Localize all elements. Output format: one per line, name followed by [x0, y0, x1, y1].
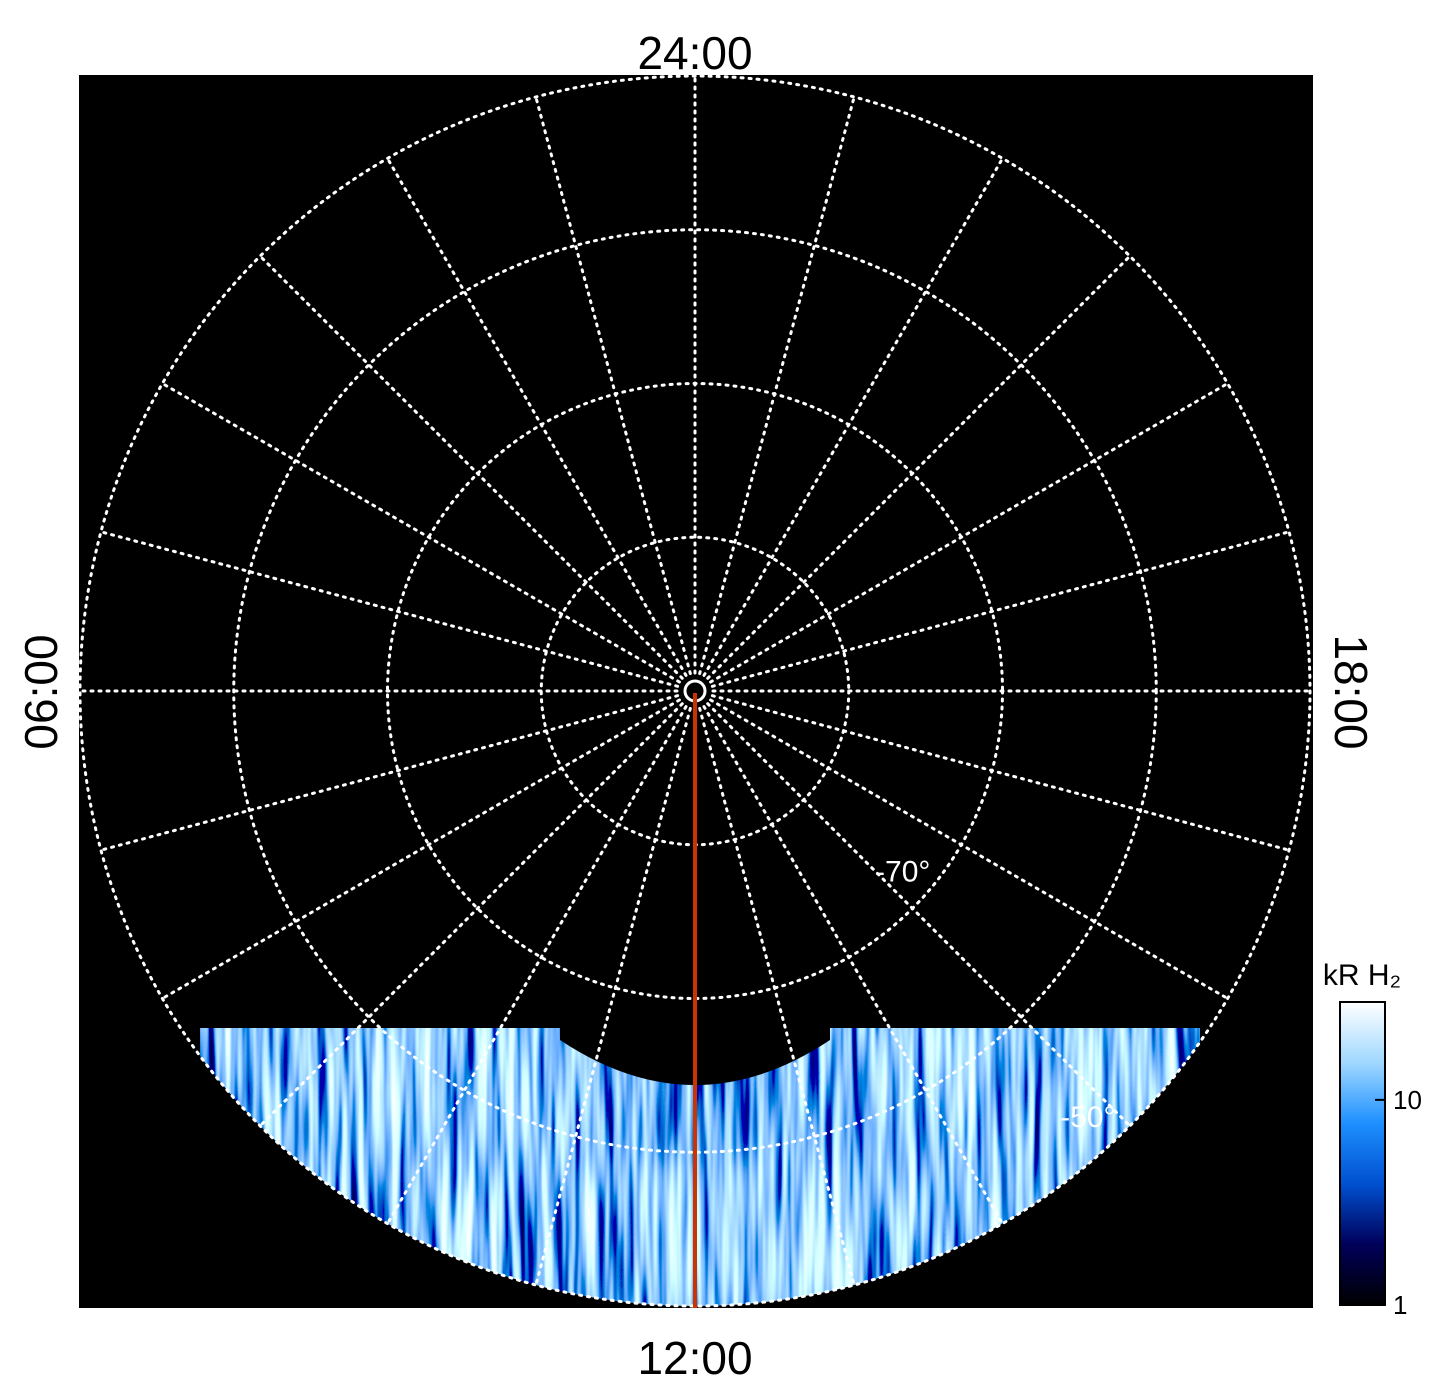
- meridian: [258, 254, 684, 680]
- colorbar-tick-label: 10: [1393, 1085, 1422, 1115]
- meridian: [160, 382, 681, 684]
- meridian: [258, 702, 684, 1128]
- meridian: [386, 705, 688, 1226]
- meridian: [702, 705, 1004, 1226]
- meridian: [709, 698, 1230, 1000]
- latitude-label: -70°: [875, 856, 930, 889]
- hour-label: 24:00: [637, 27, 752, 79]
- meridian: [709, 382, 1230, 684]
- meridian: [710, 694, 1291, 852]
- latitude-ring: [78, 74, 1312, 1308]
- meridian: [534, 95, 692, 676]
- colorbar-label: kR H₂: [1323, 959, 1401, 992]
- meridian: [386, 156, 688, 677]
- labels: -70° -50° 24:00 06:00 12:00 18:00: [15, 27, 1377, 1384]
- meridian: [702, 156, 1004, 677]
- meridian: [99, 530, 680, 688]
- meridian: [710, 530, 1291, 688]
- meridian: [698, 95, 856, 676]
- grid: [78, 74, 1312, 1308]
- meridian: [99, 694, 680, 852]
- colorbar: kR H₂ 1 10: [1323, 959, 1422, 1320]
- hour-label: 12:00: [637, 1332, 752, 1384]
- colorbar-tick-label: 1: [1393, 1290, 1407, 1320]
- hour-label: 18:00: [1325, 634, 1377, 749]
- meridian: [706, 702, 1132, 1128]
- meridian: [160, 698, 681, 1000]
- colorbar-scale: [1339, 1001, 1386, 1306]
- meridian: [534, 706, 692, 1287]
- hour-label: 06:00: [15, 634, 67, 749]
- meridian: [698, 706, 856, 1287]
- meridian: [706, 254, 1132, 680]
- latitude-label: -50°: [1060, 1101, 1115, 1134]
